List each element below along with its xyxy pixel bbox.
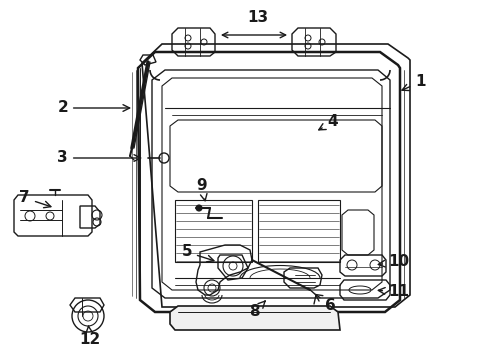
Text: 13: 13 <box>247 10 269 26</box>
Text: 7: 7 <box>20 190 51 208</box>
Text: 11: 11 <box>378 284 409 300</box>
Text: 10: 10 <box>378 255 409 270</box>
Text: 9: 9 <box>196 179 207 201</box>
Text: 6: 6 <box>316 294 336 312</box>
Text: 3: 3 <box>57 150 141 166</box>
Text: 12: 12 <box>79 326 100 347</box>
Polygon shape <box>170 306 340 330</box>
Text: 8: 8 <box>249 301 265 320</box>
Circle shape <box>196 205 202 211</box>
Text: 1: 1 <box>402 75 425 90</box>
Text: 2: 2 <box>57 100 130 116</box>
Text: 4: 4 <box>319 114 338 130</box>
Text: 5: 5 <box>181 244 214 262</box>
